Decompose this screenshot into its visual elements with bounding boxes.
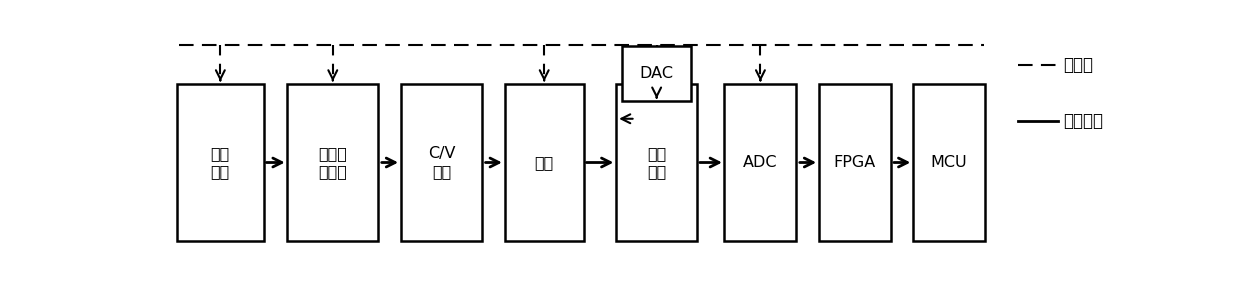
Bar [288,84,378,241]
Text: ADC: ADC [743,155,777,170]
Bar [401,84,482,241]
Bar [616,84,697,241]
Text: 滤波: 滤波 [534,155,554,170]
Bar [724,84,796,241]
Text: 差分
放大: 差分 放大 [647,146,666,179]
Bar [177,84,264,241]
Text: 阵列开
关控制: 阵列开 关控制 [319,146,347,179]
Text: C/V
转换: C/V 转换 [428,146,455,179]
Text: 激励
信号: 激励 信号 [211,146,229,179]
Text: DAC: DAC [640,66,673,81]
Bar [505,84,584,241]
Text: MCU: MCU [930,155,967,170]
Text: 控制线: 控制线 [1063,56,1094,74]
Bar [913,84,985,241]
Bar [818,84,890,241]
Text: 信号流线: 信号流线 [1063,112,1104,130]
Text: FPGA: FPGA [833,155,875,170]
Bar [622,46,691,101]
